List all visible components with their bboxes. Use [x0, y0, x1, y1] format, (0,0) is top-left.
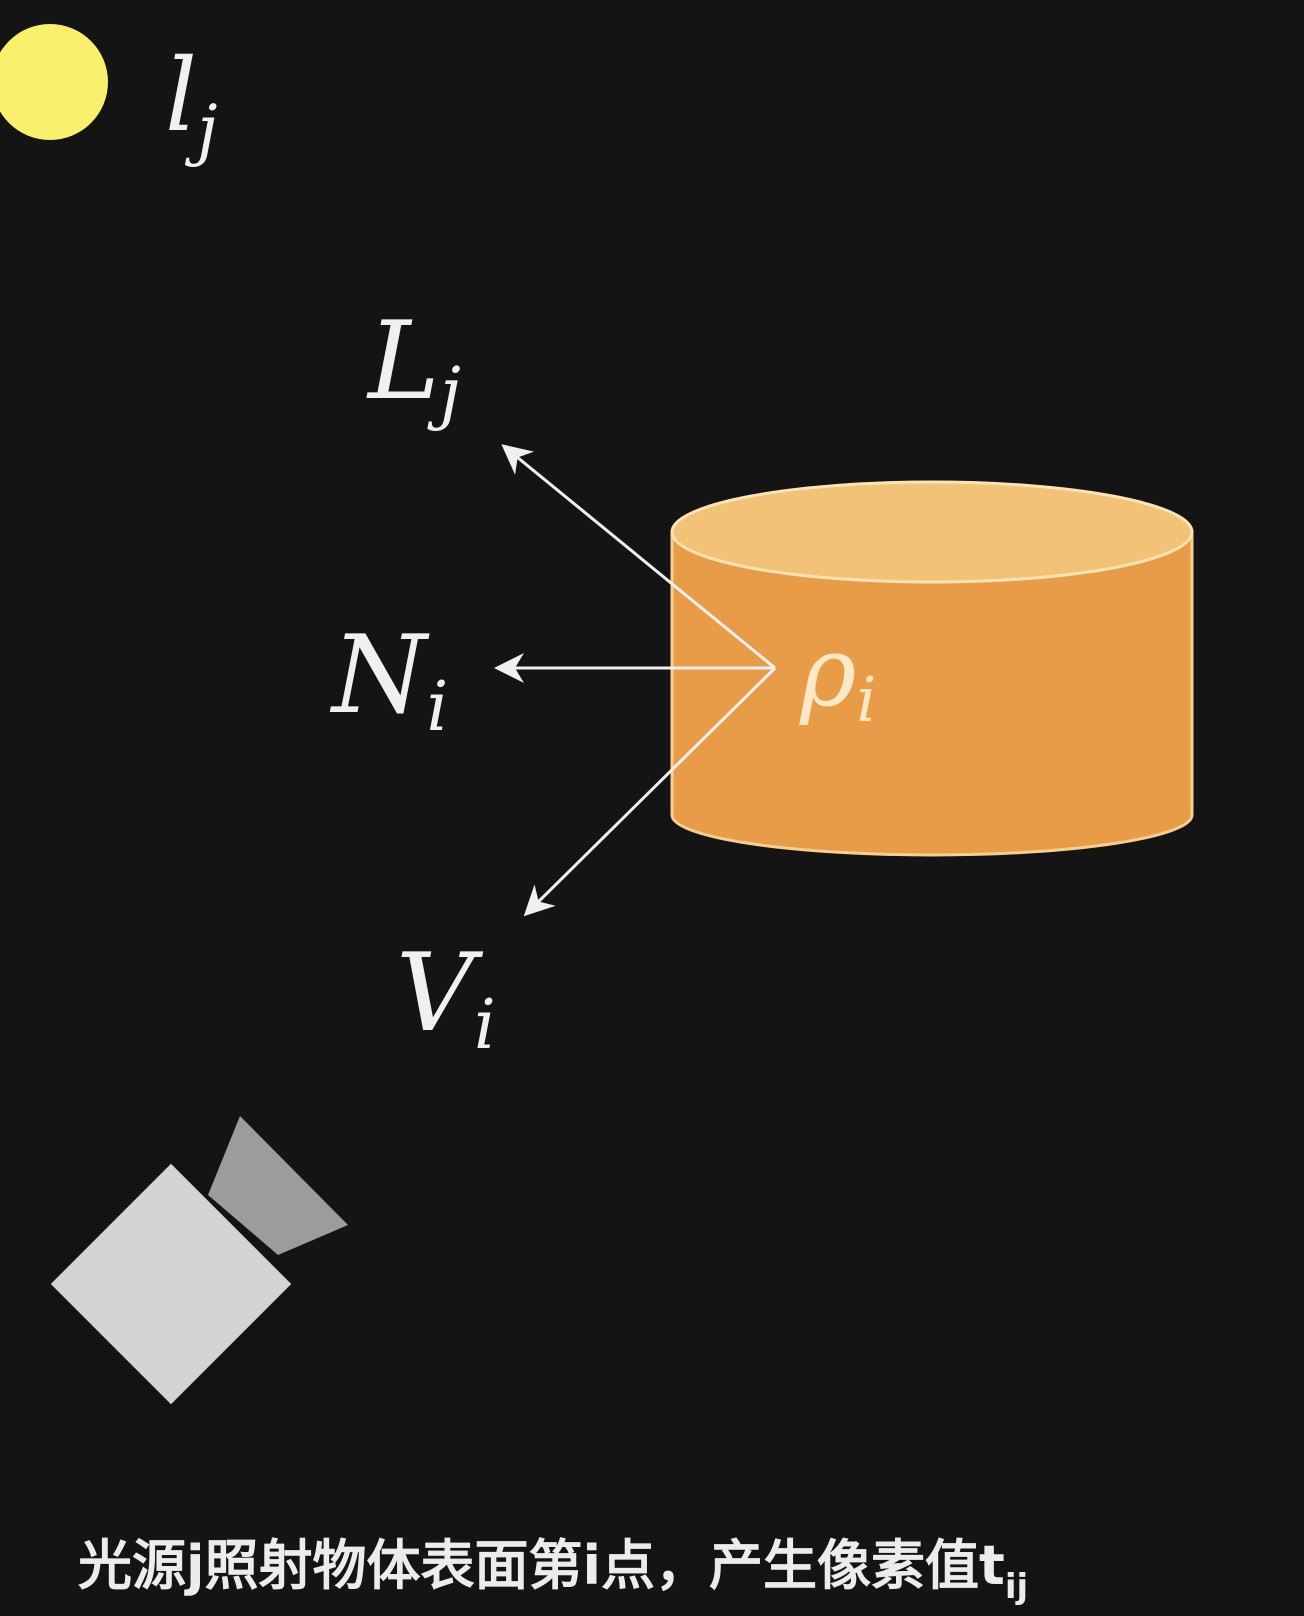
light-source-symbol: l: [165, 37, 197, 154]
cylinder-top: [670, 480, 1194, 584]
camera-lens: [208, 1116, 348, 1255]
view-direction-arrow: [523, 666, 777, 917]
vector-arrows: [494, 444, 777, 917]
albedo-label: ρi: [799, 616, 876, 736]
caption-subscript: ij: [1005, 1567, 1028, 1607]
view-direction-label: Vi: [396, 931, 496, 1065]
camera-icon: [50, 1116, 348, 1405]
view-direction-subscript: i: [474, 986, 496, 1065]
albedo-subscript: i: [856, 663, 876, 736]
normal-label: Ni: [329, 613, 448, 747]
caption: 光源j照射物体表面第i点，产生像素值tij: [78, 1534, 1028, 1607]
normal-symbol: N: [329, 613, 430, 738]
caption-text: 光源j照射物体表面第i点，产生像素值t: [78, 1534, 1005, 1597]
light-source-icon: [0, 24, 108, 140]
light-direction-label: Lj: [366, 299, 461, 433]
cylinder-object: [670, 480, 1194, 857]
light-source-label: lj: [165, 37, 217, 168]
normal-subscript: i: [427, 668, 449, 747]
view-direction-symbol: V: [396, 931, 484, 1056]
light-direction-arrow: [501, 444, 776, 670]
light-direction-symbol: L: [366, 299, 440, 424]
albedo-symbol: ρ: [799, 616, 856, 728]
cylinder-body: [670, 530, 1194, 857]
